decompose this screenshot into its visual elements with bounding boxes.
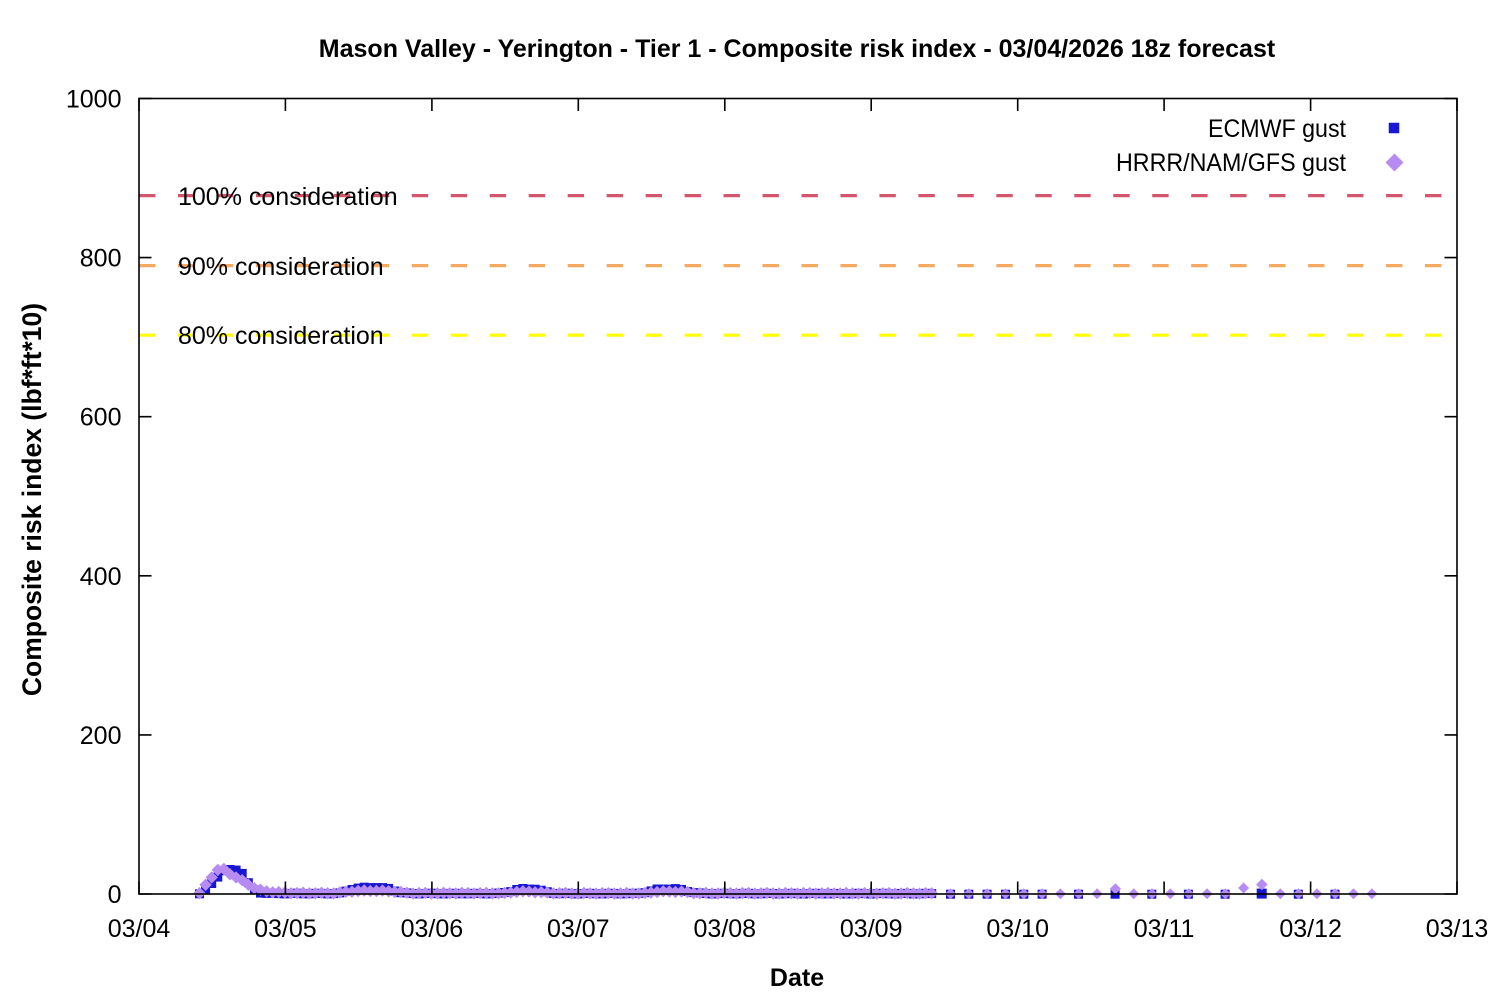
svg-text:03/13: 03/13 bbox=[1426, 915, 1489, 943]
svg-text:100% consideration: 100% consideration bbox=[178, 183, 398, 211]
svg-text:03/09: 03/09 bbox=[840, 915, 903, 943]
svg-text:200: 200 bbox=[80, 722, 122, 750]
svg-text:03/06: 03/06 bbox=[401, 915, 464, 943]
svg-text:Mason Valley - Yerington - Tie: Mason Valley - Yerington - Tier 1 - Comp… bbox=[319, 35, 1276, 63]
svg-text:HRRR/NAM/GFS gust: HRRR/NAM/GFS gust bbox=[1116, 149, 1346, 177]
svg-text:1000: 1000 bbox=[66, 86, 122, 114]
svg-text:Composite risk index (lbf*ft*1: Composite risk index (lbf*ft*10) bbox=[17, 303, 47, 696]
svg-text:600: 600 bbox=[80, 404, 122, 432]
svg-text:0: 0 bbox=[108, 881, 122, 909]
svg-text:03/10: 03/10 bbox=[986, 915, 1049, 943]
svg-text:03/12: 03/12 bbox=[1279, 915, 1342, 943]
svg-text:80% consideration: 80% consideration bbox=[178, 322, 384, 350]
svg-text:03/11: 03/11 bbox=[1134, 915, 1195, 943]
svg-text:ECMWF gust: ECMWF gust bbox=[1208, 115, 1346, 143]
svg-text:Date: Date bbox=[770, 964, 824, 992]
svg-text:03/08: 03/08 bbox=[694, 915, 757, 943]
svg-text:03/07: 03/07 bbox=[547, 915, 610, 943]
svg-text:03/05: 03/05 bbox=[254, 915, 317, 943]
svg-text:90% consideration: 90% consideration bbox=[178, 253, 384, 281]
svg-text:800: 800 bbox=[80, 245, 122, 273]
svg-text:03/04: 03/04 bbox=[108, 915, 171, 943]
svg-text:400: 400 bbox=[80, 563, 122, 591]
